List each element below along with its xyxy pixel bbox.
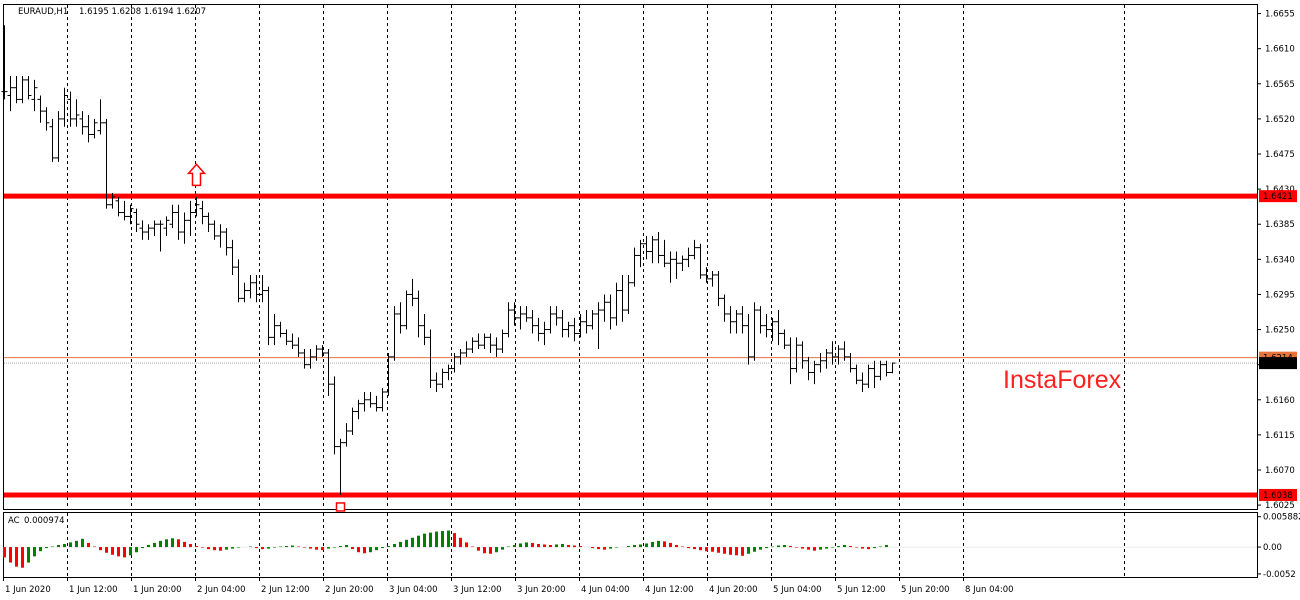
up-arrow-marker (186, 163, 207, 187)
price-axis: 1.6655 1.6610 1.6565 1.6520 1.6475 1.6430 1.63… (1257, 10, 1300, 580)
price-tick-label: 1.6610 (1265, 45, 1295, 55)
bid-price-label: 1.6207 (1263, 359, 1293, 369)
price-levels (4, 193, 1257, 498)
indicator-panel-frame (3, 512, 1258, 578)
time-tick-label: 5 Jun 12:00 (837, 585, 886, 595)
ac-tick-label: 0.005882 (1263, 513, 1300, 523)
ac-tick-label: 0.00 (1263, 543, 1282, 553)
price-tick-label: 1.6250 (1265, 326, 1295, 336)
price-tick-label: 1.6520 (1265, 115, 1295, 125)
price-tick-label: 1.6340 (1265, 255, 1295, 265)
price-tick-label: 1.6385 (1265, 220, 1295, 230)
price-tick-label: 1.6160 (1265, 396, 1295, 406)
price-tick-label: 1.6295 (1265, 290, 1295, 300)
time-tick-label: 5 Jun 04:00 (773, 585, 822, 595)
time-tick-label: 3 Jun 12:00 (453, 585, 502, 595)
grid-lines (67, 5, 1125, 577)
time-tick-label: 4 Jun 20:00 (709, 585, 758, 595)
time-tick-label: 1 Jun 12:00 (69, 585, 118, 595)
ac-indicator-value: 0.000974 (24, 516, 65, 526)
ac-indicator-label: AC (8, 516, 20, 526)
price-tick-label: 1.6565 (1265, 80, 1295, 90)
time-tick-label: 4 Jun 12:00 (645, 585, 694, 595)
time-tick-label: 2 Jun 12:00 (261, 585, 310, 595)
level-price-label: 1.6038 (1263, 491, 1293, 501)
time-tick-label: 2 Jun 04:00 (197, 585, 246, 595)
price-bars (1, 25, 896, 512)
time-tick-label: 4 Jun 04:00 (581, 585, 630, 595)
time-tick-label: 3 Jun 20:00 (517, 585, 566, 595)
level-price-box (1259, 190, 1297, 203)
low-box-marker (335, 502, 346, 512)
ac-tick-label: -0.0052 (1263, 570, 1296, 580)
time-tick-label: 8 Jun 04:00 (965, 585, 1014, 595)
price-tick-label: 1.6070 (1265, 466, 1295, 476)
price-tick-label: 1.6025 (1265, 501, 1295, 511)
time-tick-label: 3 Jun 04:00 (389, 585, 438, 595)
price-tick-label: 1.6655 (1265, 10, 1295, 20)
level-price-label: 1.6421 (1263, 192, 1293, 202)
time-tick-label: 5 Jun 20:00 (901, 585, 950, 595)
main-panel-frame (3, 4, 1258, 510)
time-axis: 1 Jun 2020 1 Jun 12:00 1 Jun 20:00 2 Jun 04… (3, 577, 1014, 595)
price-tick-label: 1.6115 (1265, 431, 1295, 441)
instaforex-watermark: InstaForex (1003, 366, 1122, 394)
bid-price-box (1259, 357, 1297, 370)
chart-header-ohlc: 1.6195 1.6208 1.6194 1.6207 (79, 7, 206, 17)
price-tick-label: 1.6475 (1265, 150, 1295, 160)
level-price-box (1259, 488, 1297, 501)
time-tick-label: 1 Jun 20:00 (133, 585, 182, 595)
ac-histogram (3, 530, 1257, 568)
time-tick-label: 1 Jun 2020 (5, 585, 51, 595)
chart-header-symbol: EURAUD,H1 (18, 7, 68, 17)
price-tick-label: 1.6430 (1265, 185, 1295, 195)
time-tick-label: 2 Jun 20:00 (325, 585, 374, 595)
